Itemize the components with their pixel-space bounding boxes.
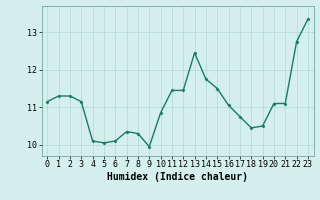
X-axis label: Humidex (Indice chaleur): Humidex (Indice chaleur) <box>107 172 248 182</box>
